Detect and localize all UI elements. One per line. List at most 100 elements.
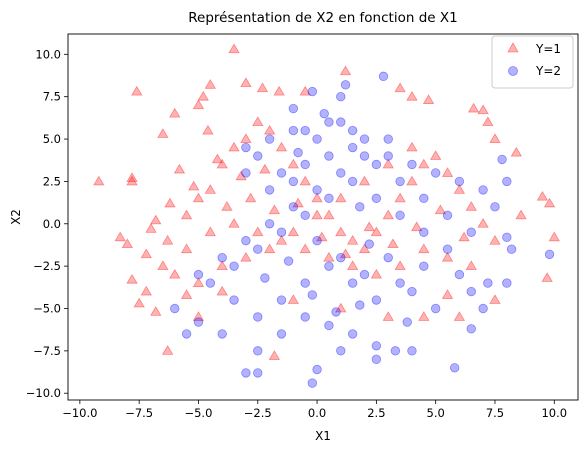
data-point [188,180,200,191]
data-point [192,99,205,110]
data-point [150,306,162,316]
data-point [418,311,430,321]
data-points [93,43,560,388]
data-point [192,277,205,287]
data-point [466,324,476,334]
data-point [536,190,549,201]
data-point [394,192,406,203]
data-point [217,329,227,339]
legend: Y=1 Y=2 [491,35,574,89]
legend-label-y1: Y=1 [535,42,561,56]
data-point [235,170,247,181]
data-point [240,77,252,88]
data-point [489,234,501,245]
data-point [216,285,228,296]
data-point [264,185,275,195]
data-point [371,159,382,170]
data-point [406,175,418,186]
data-point [276,227,287,237]
data-point [193,269,204,280]
data-point [307,290,318,300]
data-point [324,151,334,161]
data-point [140,285,152,296]
data-point [204,226,217,237]
data-point [319,108,329,119]
y-tick-label: −7.5 [33,344,61,358]
data-point [121,238,134,249]
data-point [273,85,285,96]
data-point [312,185,322,195]
data-point [229,295,239,305]
x-tick-label: −10.0 [62,406,97,420]
data-point [292,197,304,208]
data-point [336,91,346,102]
y-tick-label: 0.0 [43,217,61,231]
data-point [126,172,138,182]
data-point [202,124,214,135]
data-point [311,192,323,203]
data-point [150,214,162,225]
data-point [316,231,328,242]
data-point [161,345,174,355]
data-point [442,244,453,254]
data-point [407,286,417,297]
data-point [454,176,465,187]
data-point [370,226,383,237]
data-point [406,141,418,152]
data-point [339,65,352,76]
legend-marker-y2 [508,66,518,76]
data-point [378,71,389,82]
data-point [395,210,405,221]
data-point [241,236,251,246]
data-point [228,43,240,54]
data-point [383,151,393,161]
data-point [453,311,466,321]
data-point [490,202,500,212]
data-point [419,261,429,271]
data-point [287,226,300,237]
data-point [477,104,489,115]
data-point [331,307,341,317]
data-point [324,117,334,127]
chart-title: Représentation de X2 en fonction de X1 [188,10,457,26]
data-point [299,175,311,186]
data-point [407,159,417,170]
data-point [204,79,217,89]
data-point [371,295,382,305]
data-point [275,141,288,152]
data-point [114,231,126,242]
data-point [359,269,370,280]
legend-label-y2: Y=2 [535,64,561,78]
data-point [288,103,299,114]
data-point [441,251,454,262]
data-point [300,278,310,288]
data-point [489,133,501,143]
data-point [422,94,435,104]
data-point [288,202,299,212]
data-point [256,82,269,93]
data-point [478,185,488,195]
data-point [299,243,311,254]
data-point [335,302,347,313]
data-point [93,175,105,186]
data-point [264,219,275,229]
x-axis-ticks: −10.0 −7.5 −5.0 −2.5 0.0 2.5 5.0 7.5 10.0 [62,400,567,420]
data-point [510,146,523,157]
data-point [311,209,323,220]
data-point [335,226,347,237]
legend-marker-y1 [507,42,519,53]
data-point [324,193,334,204]
data-point [502,278,512,288]
data-point [252,226,264,237]
data-point [395,278,405,288]
data-point [300,312,310,322]
series-y2 [170,71,555,388]
data-point [430,168,441,178]
data-point [419,193,429,204]
data-point [293,147,303,158]
data-point [467,102,480,113]
data-point [312,364,322,375]
data-point [288,176,299,187]
data-point [355,300,365,310]
